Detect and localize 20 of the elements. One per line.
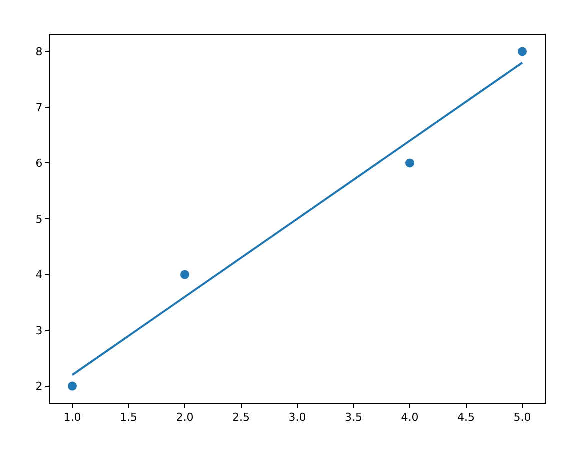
x-tick-label: 1.5 <box>120 411 138 424</box>
x-tick-label: 1.0 <box>64 411 82 424</box>
y-tick-label: 2 <box>36 380 43 394</box>
x-tick-label: 2.0 <box>176 411 194 424</box>
x-tick-label: 4.0 <box>401 411 419 424</box>
x-tick-label: 5.0 <box>514 411 532 424</box>
y-tick-label: 7 <box>36 101 43 114</box>
point <box>68 382 77 391</box>
point <box>518 47 527 56</box>
y-tick-label: 8 <box>36 46 43 59</box>
x-tick-label: 3.5 <box>345 411 362 424</box>
x-tick-label: 4.5 <box>458 411 475 424</box>
y-tick-label: 3 <box>36 324 43 338</box>
x-tick-label: 3.0 <box>288 411 306 424</box>
y-tick-label: 6 <box>36 157 43 170</box>
point <box>180 270 190 280</box>
point <box>406 158 414 168</box>
y-tick-label: 4 <box>36 268 43 282</box>
y-tick-label: 5 <box>36 212 43 226</box>
x-tick-label: 2.5 <box>232 411 250 424</box>
